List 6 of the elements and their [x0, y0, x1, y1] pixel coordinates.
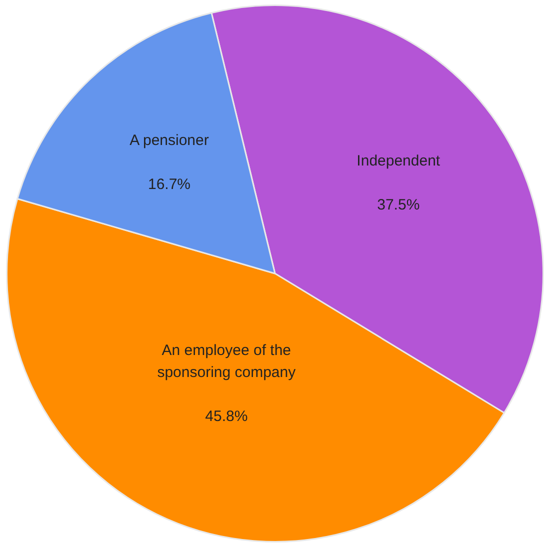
slice-label: Independent — [356, 152, 441, 170]
slice-label: A pensioner — [130, 132, 209, 150]
data-label: 16.7% — [148, 176, 191, 194]
slice-label: An employee of the sponsoring company — [157, 342, 296, 382]
data-label: 45.8% — [205, 408, 248, 426]
data-label: 37.5% — [377, 196, 420, 214]
